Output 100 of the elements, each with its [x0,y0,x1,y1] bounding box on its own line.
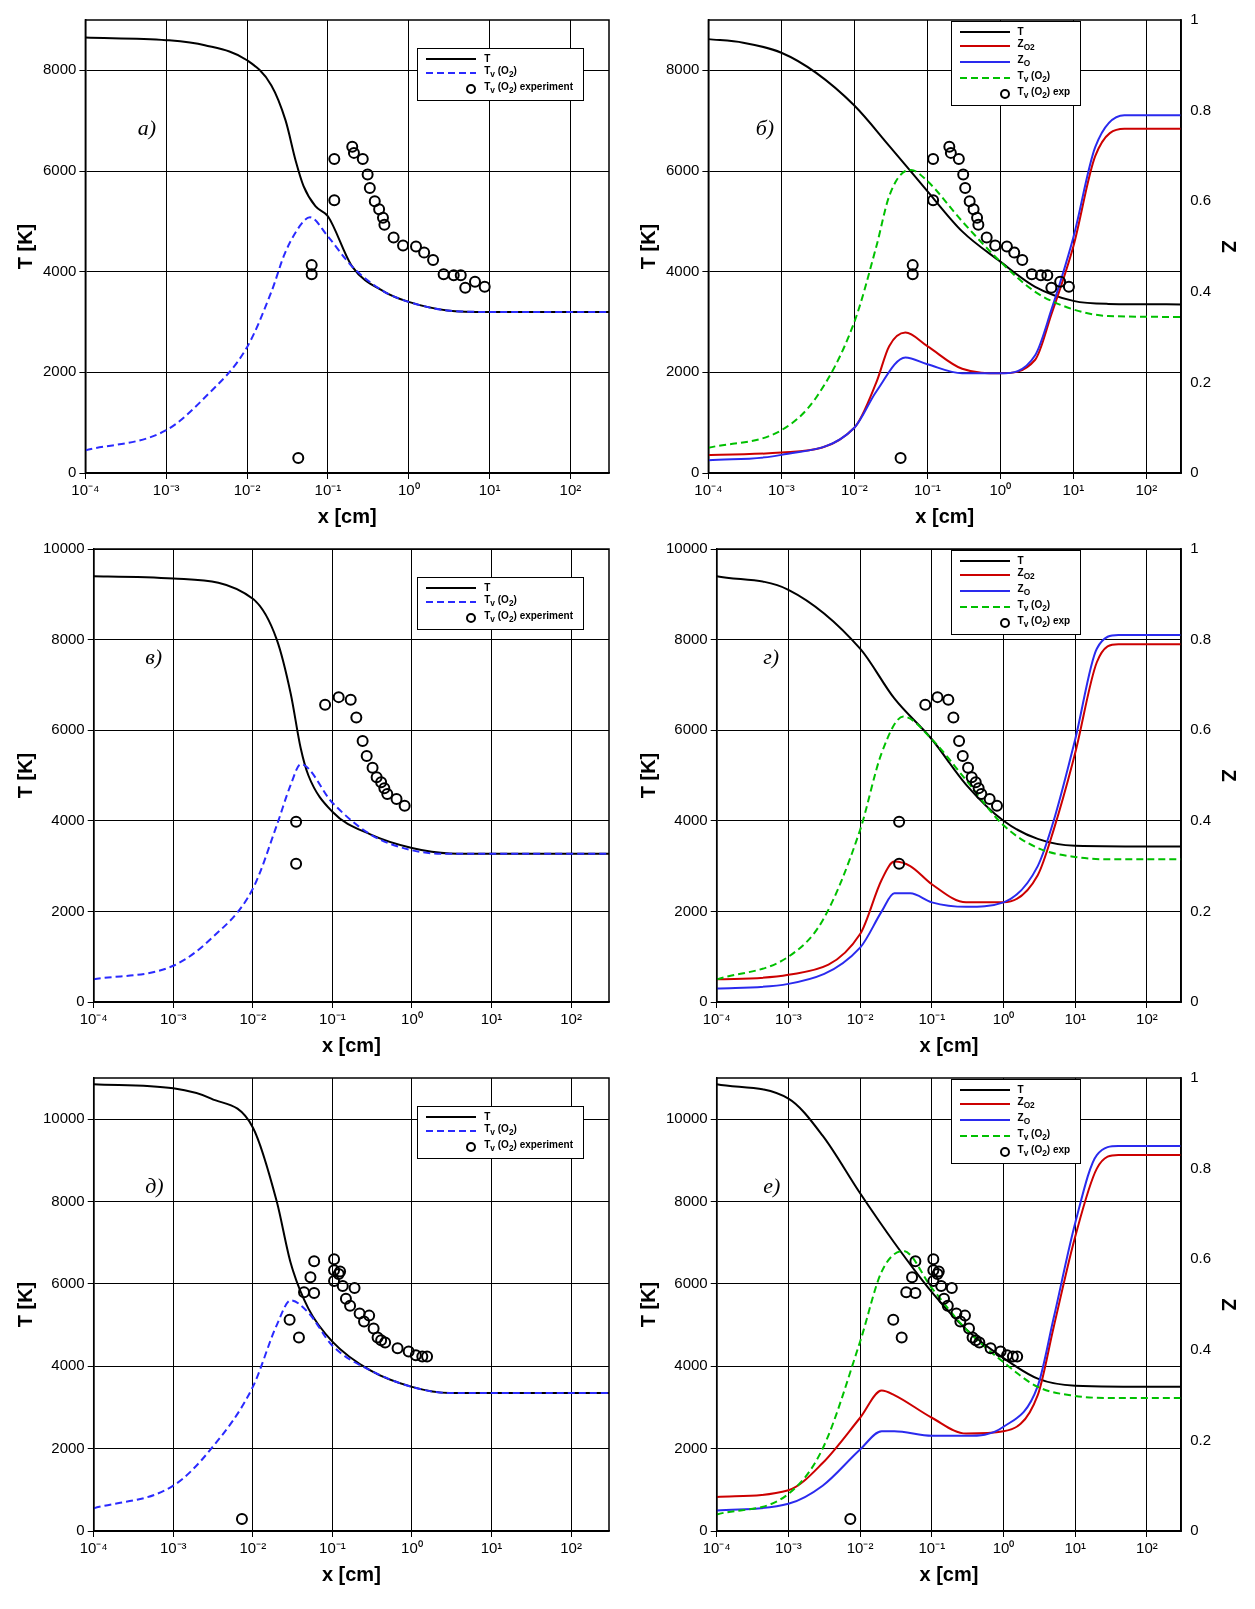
legend-label: T$_{v}$ (O$_{2}$) [1017,1128,1051,1143]
y-axis-title: T [K] [636,223,659,270]
x-tick-label: 10⁰ [401,1010,423,1028]
y-tick-label: 8000 [674,1191,708,1209]
legend-label: T [484,1111,491,1122]
x-tick-label: 10⁰ [992,1539,1015,1557]
legend-label: T$_{v}$ (O$_{2}$) [484,1123,517,1138]
x-tick-label: 10⁻³ [159,1539,187,1557]
x-tick-label: 10² [1136,1539,1158,1557]
x-tick-label: 10⁻³ [159,1010,187,1028]
y-tick-label: 8000 [42,60,77,78]
y-tick-label: 0 [699,1521,708,1539]
y-axis-title: T [K] [636,1281,659,1328]
x-tick-label: 10⁰ [401,1539,423,1557]
y-tick-label: 4000 [42,261,77,279]
y-tick-label: 0 [76,992,85,1010]
y-tick-label: 0 [691,463,700,481]
legend-label: T$_{v}$ (O$_{2}$) [484,65,517,80]
x-tick-label: 10⁻⁴ [702,1539,731,1557]
y-axis-title: T [K] [636,752,659,799]
x-tick-label: 10¹ [1064,1010,1087,1028]
x-tick-label: 10⁻¹ [319,1010,346,1028]
y-tick-label: 4000 [51,1356,85,1374]
legend-label: T$_{v}$ (O$_{2}$) experiment [484,81,573,96]
y-axis-title: T [K] [13,1281,36,1328]
legend-label: T$_{v}$ (O$_{2}$) [484,594,517,609]
x-tick-label: 10⁻² [841,481,868,499]
y2-tick-label: 0.8 [1190,629,1212,647]
x-tick-label: 10⁰ [992,1010,1015,1028]
y-tick-label: 8000 [674,629,708,647]
y-tick-label: 4000 [51,810,85,828]
x-tick-label: 10² [560,1010,582,1028]
x-axis-title: x [cm] [321,1033,381,1056]
x-axis-title: x [cm] [915,504,975,527]
x-tick-label: 10¹ [480,1539,503,1557]
x-tick-label: 10² [559,481,582,499]
x-tick-label: 10⁻³ [775,1539,802,1557]
x-tick-label: 10⁻² [846,1010,874,1028]
x-tick-label: 10⁻¹ [918,1010,946,1028]
y-tick-label: 6000 [51,1274,85,1292]
y2-tick-label: 0 [1190,992,1199,1010]
annotation: е) [763,1172,781,1198]
legend-label: Z$_{O2}$ [1017,1096,1035,1111]
y-tick-label: 6000 [42,161,77,179]
y-tick-label: 2000 [51,901,85,919]
x-tick-label: 10⁻⁴ [71,481,100,499]
annotation: д) [145,1172,164,1198]
legend-label: T [1017,1084,1024,1095]
y2-tick-label: 0.6 [1190,1249,1212,1267]
y-tick-label: 2000 [665,362,700,380]
y2-tick-label: 0.4 [1190,1339,1212,1357]
y-tick-label: 6000 [674,1274,708,1292]
x-tick-label: 10⁻⁴ [702,1010,731,1028]
annotation: г) [763,643,780,669]
y2-axis-title: Z [1218,240,1241,253]
y2-tick-label: 0 [1190,463,1199,481]
x-tick-label: 10² [560,1539,582,1557]
x-tick-label: 10¹ [478,481,501,499]
x-tick-label: 10⁻⁴ [79,1010,108,1028]
x-tick-label: 10⁻² [233,481,261,499]
legend-label: Z$_{O}$ [1017,1112,1031,1127]
y-tick-label: 8000 [51,629,85,647]
y-tick-label: 0 [68,463,77,481]
annotation: а) [137,114,157,140]
legend-label: Z$_{O}$ [1017,54,1031,69]
y2-axis-title: Z [1218,769,1241,782]
x-axis-title: x [cm] [919,1033,979,1056]
y-tick-label: 4000 [665,261,700,279]
x-tick-label: 10⁻¹ [914,481,941,499]
y-tick-label: 0 [76,1521,85,1539]
legend-label: T$_{v}$ (O$_{2}$) exp [1017,1144,1071,1159]
x-tick-label: 10⁰ [989,481,1012,499]
y2-tick-label: 0.2 [1190,372,1212,390]
legend-label: Z$_{O2}$ [1017,38,1035,53]
y2-tick-label: 0.6 [1190,191,1212,209]
y-tick-label: 2000 [51,1438,85,1456]
x-tick-label: 10⁰ [397,481,420,499]
legend-label: T [1017,26,1024,37]
legend-label: T$_{v}$ (O$_{2}$) experiment [484,610,573,625]
y-tick-label: 10000 [42,1109,85,1127]
x-tick-label: 10¹ [480,1010,503,1028]
x-tick-label: 10¹ [1064,1539,1087,1557]
y-tick-label: 10000 [665,539,708,557]
x-tick-label: 10⁻² [239,1539,267,1557]
x-tick-label: 10⁻² [239,1010,267,1028]
legend-label: T$_{v}$ (O$_{2}$) [1017,70,1051,85]
y2-tick-label: 0 [1190,1521,1199,1539]
y-axis-title: T [K] [13,223,36,270]
y2-tick-label: 1 [1190,539,1199,557]
y-tick-label: 2000 [42,362,77,380]
legend-label: Z$_{O2}$ [1017,567,1035,582]
y2-tick-label: 0.4 [1190,810,1212,828]
x-tick-label: 10² [1135,481,1158,499]
y2-tick-label: 0.2 [1190,901,1212,919]
y-tick-label: 8000 [665,60,700,78]
y-tick-label: 2000 [674,901,708,919]
y-tick-label: 2000 [674,1438,708,1456]
y2-axis-title: Z [1218,1298,1241,1311]
x-tick-label: 10⁻⁴ [694,481,723,499]
x-tick-label: 10⁻⁴ [79,1539,108,1557]
